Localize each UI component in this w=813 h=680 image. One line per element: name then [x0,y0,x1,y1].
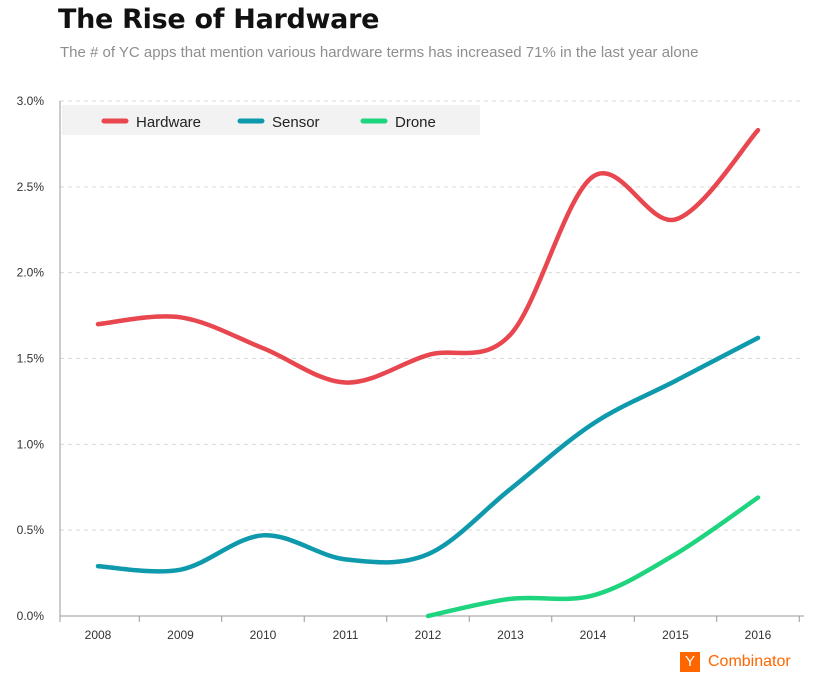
x-tick-label: 2015 [662,628,689,642]
y-tick-label: 3.0% [17,94,45,108]
x-tick-label: 2008 [85,628,112,642]
y-tick-label: 0.5% [17,523,45,537]
legend-label-sensor: Sensor [272,114,320,131]
legend-label-drone: Drone [395,114,436,131]
x-tick-label: 2013 [497,628,524,642]
x-tick-label: 2009 [167,628,194,642]
grid-lines [60,100,804,531]
x-tick-label: 2012 [415,628,442,642]
y-tick-label: 1.5% [17,352,45,366]
brand-name: Combinator [708,653,791,670]
y-tick-label: 2.0% [17,266,45,280]
ycombinator-brand: Y Combinator [680,651,791,673]
series-line-hardware [95,127,761,385]
series-line-sensor [95,335,761,574]
chart-subtitle: The # of YC apps that mention various ha… [60,44,699,61]
x-tick-label: 2010 [250,628,277,642]
x-tick-label: 2016 [745,628,772,642]
ycombinator-logo-icon: Y [680,652,700,672]
chart-title: The Rise of Hardware [58,4,380,35]
x-tick-label: 2014 [580,628,607,642]
legend-label-hardware: Hardware [136,114,201,131]
y-tick-label: 2.5% [17,180,45,194]
axes: 0.0% 0.5% 1.0% 1.5% 2.0% 2.5% 3.0% 2008 2009 2010… [17,94,804,642]
legend: Hardware Sensor Drone [62,105,480,135]
y-tick-label: 0.0% [17,609,45,623]
x-tick-label: 2011 [333,628,359,642]
series-lines [95,127,761,619]
legend-background [62,105,480,135]
y-tick-label: 1.0% [17,437,45,451]
series-line-drone [425,495,761,619]
